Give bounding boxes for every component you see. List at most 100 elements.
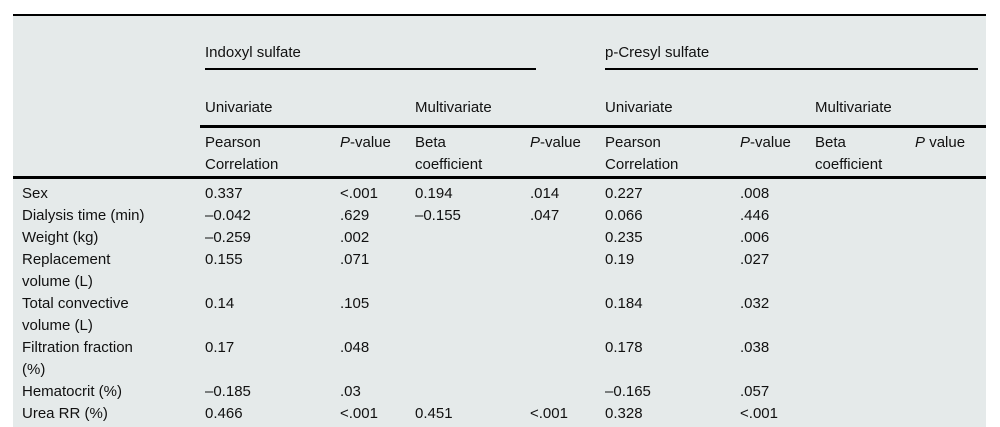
cell-value: .057 — [740, 383, 770, 400]
col-header-p-value: P-value — [525, 126, 601, 179]
cell-value: 0.451 — [415, 405, 453, 422]
cell-value: <.001 — [740, 405, 778, 422]
cell-value: –0.042 — [205, 207, 251, 224]
cell-value: .008 — [740, 185, 770, 202]
cell-value — [525, 337, 600, 381]
cell-value — [910, 249, 986, 293]
cell-value: 0.184 — [605, 295, 643, 312]
cell-value — [810, 227, 910, 249]
table-row: Replacement volume (L) 0.155 .071 0.19 .027 — [13, 249, 986, 293]
col-header-p-value: P-value — [335, 126, 410, 179]
group-header-indoxyl-sulfate: Indoxyl sulfate — [200, 15, 600, 92]
cell-value: .038 — [740, 339, 770, 356]
cell-value — [410, 227, 525, 249]
subgroup-header-row: Univariate Multivariate Univariate Multi… — [13, 92, 987, 128]
table-row: Weight (kg) –0.259 .002 0.235 .006 — [13, 227, 986, 249]
row-label: Total convective volume (L) — [22, 295, 129, 334]
col-header-beta-coefficient: Beta coefficient — [410, 126, 525, 179]
cell-value: 0.066 — [605, 207, 643, 224]
cell-value — [810, 293, 910, 337]
cell-value: 0.14 — [205, 295, 235, 312]
cell-value: .105 — [340, 295, 370, 312]
col-header-pearson-correlation: Pearson Correlation — [600, 126, 736, 179]
cell-value: <.001 — [340, 185, 378, 202]
subgroup-pcresyl-multivariate: Multivariate — [810, 92, 987, 128]
subgroup-indoxyl-univariate: Univariate — [200, 92, 410, 128]
cell-value: .006 — [740, 229, 770, 246]
cell-value — [910, 403, 986, 425]
cell-value — [525, 293, 600, 337]
row-label: Dialysis time (min) — [22, 207, 145, 224]
group-underline: p-Cresyl sulfate — [605, 42, 979, 70]
table-body: Sex 0.337 <.001 0.194 .014 0.227 .008 Dialysis … — [13, 178, 986, 427]
row-label: Urea RR (%) — [22, 405, 108, 422]
cell-value — [525, 381, 600, 403]
cell-value: 0.19 — [605, 251, 635, 268]
cell-value: .446 — [740, 207, 770, 224]
cell-value: 0.194 — [415, 185, 453, 202]
cell-value — [410, 293, 525, 337]
group-header-pcresyl-sulfate: p-Cresyl sulfate — [600, 15, 986, 92]
cell-value — [810, 337, 910, 381]
table-row: Dialysis time (min) –0.042 .629 –0.155 .047 0… — [13, 205, 986, 227]
subgroup-pcresyl-univariate: Univariate — [600, 92, 811, 128]
group-underline: Indoxyl sulfate — [205, 42, 537, 70]
table-row: Urea RR (%) 0.466 <.001 0.451 <.001 0.328 <.00… — [13, 403, 986, 425]
cell-value: –0.259 — [205, 229, 251, 246]
cell-value — [525, 249, 600, 293]
label-column-spacer — [13, 92, 200, 127]
cell-value: .629 — [340, 207, 370, 224]
label-column-header — [13, 15, 200, 92]
cell-value: 0.466 — [205, 405, 243, 422]
cell-value — [410, 249, 525, 293]
cell-value: 0.17 — [205, 339, 235, 356]
cell-value: –0.185 — [205, 383, 251, 400]
subgroup-indoxyl-multivariate: Multivariate — [410, 92, 601, 128]
cell-value — [910, 381, 986, 403]
row-label: Sex — [22, 185, 48, 202]
cell-value: 0.178 — [605, 339, 643, 356]
correlation-table: Indoxyl sulfate p-Cresyl sulfate Univari… — [13, 14, 987, 427]
group-label: Indoxyl sulfate — [205, 44, 301, 61]
row-label: Filtration fraction (%) — [22, 339, 133, 378]
cell-value — [810, 381, 910, 403]
table-row: Filtration fraction (%) 0.17 .048 0.178 .038 — [13, 337, 986, 381]
col-header-p-value: P-value — [735, 126, 811, 179]
row-label: Replacement volume (L) — [22, 251, 111, 290]
cell-value: –0.155 — [415, 207, 461, 224]
cell-value: <.001 — [530, 405, 568, 422]
table-container: Indoxyl sulfate p-Cresyl sulfate Univari… — [13, 14, 987, 427]
cell-value — [910, 178, 986, 206]
cell-value — [910, 205, 986, 227]
cell-value: 0.337 — [205, 185, 243, 202]
cell-value: .014 — [530, 185, 560, 202]
cell-value — [810, 249, 910, 293]
table-row: Total convective volume (L) 0.14 .105 0.184… — [13, 293, 986, 337]
cell-value — [810, 403, 910, 425]
cell-value — [410, 381, 525, 403]
cell-value: .027 — [740, 251, 770, 268]
cell-value: .048 — [340, 339, 370, 356]
table-row: Sex 0.337 <.001 0.194 .014 0.227 .008 — [13, 178, 986, 206]
column-header-row: Pearson Correlation P-value Beta coeffic… — [13, 126, 987, 179]
cell-value: 0.235 — [605, 229, 643, 246]
cell-value: 0.155 — [205, 251, 243, 268]
table-header: Indoxyl sulfate p-Cresyl sulfate Univari… — [13, 15, 987, 179]
cell-value: .071 — [340, 251, 370, 268]
cell-value: .047 — [530, 207, 560, 224]
cell-value — [410, 337, 525, 381]
col-header-pearson-correlation: Pearson Correlation — [200, 126, 335, 179]
group-label: p-Cresyl sulfate — [605, 44, 710, 61]
cell-value — [910, 227, 986, 249]
col-header-p-value: P value — [910, 126, 987, 179]
cell-value: 0.328 — [605, 405, 643, 422]
cell-value: <.001 — [340, 405, 378, 422]
cell-value — [910, 293, 986, 337]
cell-value — [525, 227, 600, 249]
row-label: Weight (kg) — [22, 229, 99, 246]
cell-value — [810, 178, 910, 206]
cell-value: –0.165 — [605, 383, 651, 400]
cell-value — [910, 337, 986, 381]
cell-value: .032 — [740, 295, 770, 312]
